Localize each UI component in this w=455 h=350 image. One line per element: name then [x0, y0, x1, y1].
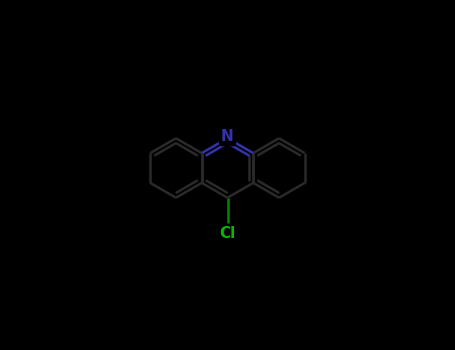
- Text: Cl: Cl: [219, 226, 236, 241]
- Text: N: N: [221, 129, 234, 144]
